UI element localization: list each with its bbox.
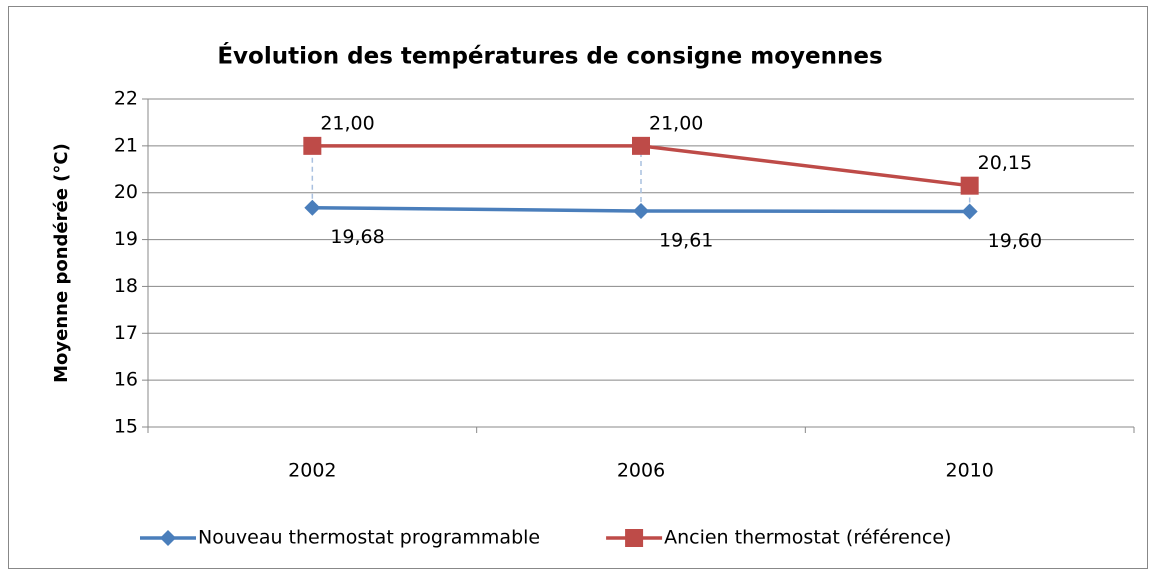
legend-label: Nouveau thermostat programmable: [198, 527, 540, 549]
data-point: [303, 136, 322, 155]
chart-title: Évolution des températures de consigne m…: [217, 42, 882, 70]
data-label: 19,61: [659, 229, 713, 251]
data-label: 19,68: [330, 226, 384, 248]
y-tick-label: 21: [114, 134, 138, 156]
y-tick-label: 20: [114, 181, 138, 203]
legend-marker: [160, 530, 176, 546]
y-tick-label: 22: [114, 88, 138, 110]
y-tick-label: 15: [114, 416, 138, 438]
data-point: [304, 199, 321, 216]
data-point: [632, 136, 650, 155]
legend-marker: [625, 529, 644, 547]
data-label: 19,60: [988, 230, 1042, 252]
x-tick-label: 2002: [288, 460, 336, 482]
x-tick-label: 2006: [617, 460, 665, 482]
y-tick-label: 19: [114, 228, 138, 250]
x-tick-label: 2010: [945, 460, 993, 482]
data-point: [633, 202, 649, 219]
data-label: 21,00: [320, 112, 374, 134]
data-point: [961, 203, 978, 220]
y-axis-label: Moyenne pondérée (°C): [51, 143, 72, 383]
legend-label: Ancien thermostat (référence): [664, 527, 951, 549]
y-tick-label: 18: [114, 275, 138, 297]
y-tick-label: 16: [114, 369, 138, 391]
y-tick-label: 17: [114, 322, 138, 344]
data-point: [960, 176, 979, 195]
chart-frame: [8, 6, 1148, 569]
data-label: 21,00: [649, 112, 703, 134]
data-label: 20,15: [978, 152, 1032, 174]
